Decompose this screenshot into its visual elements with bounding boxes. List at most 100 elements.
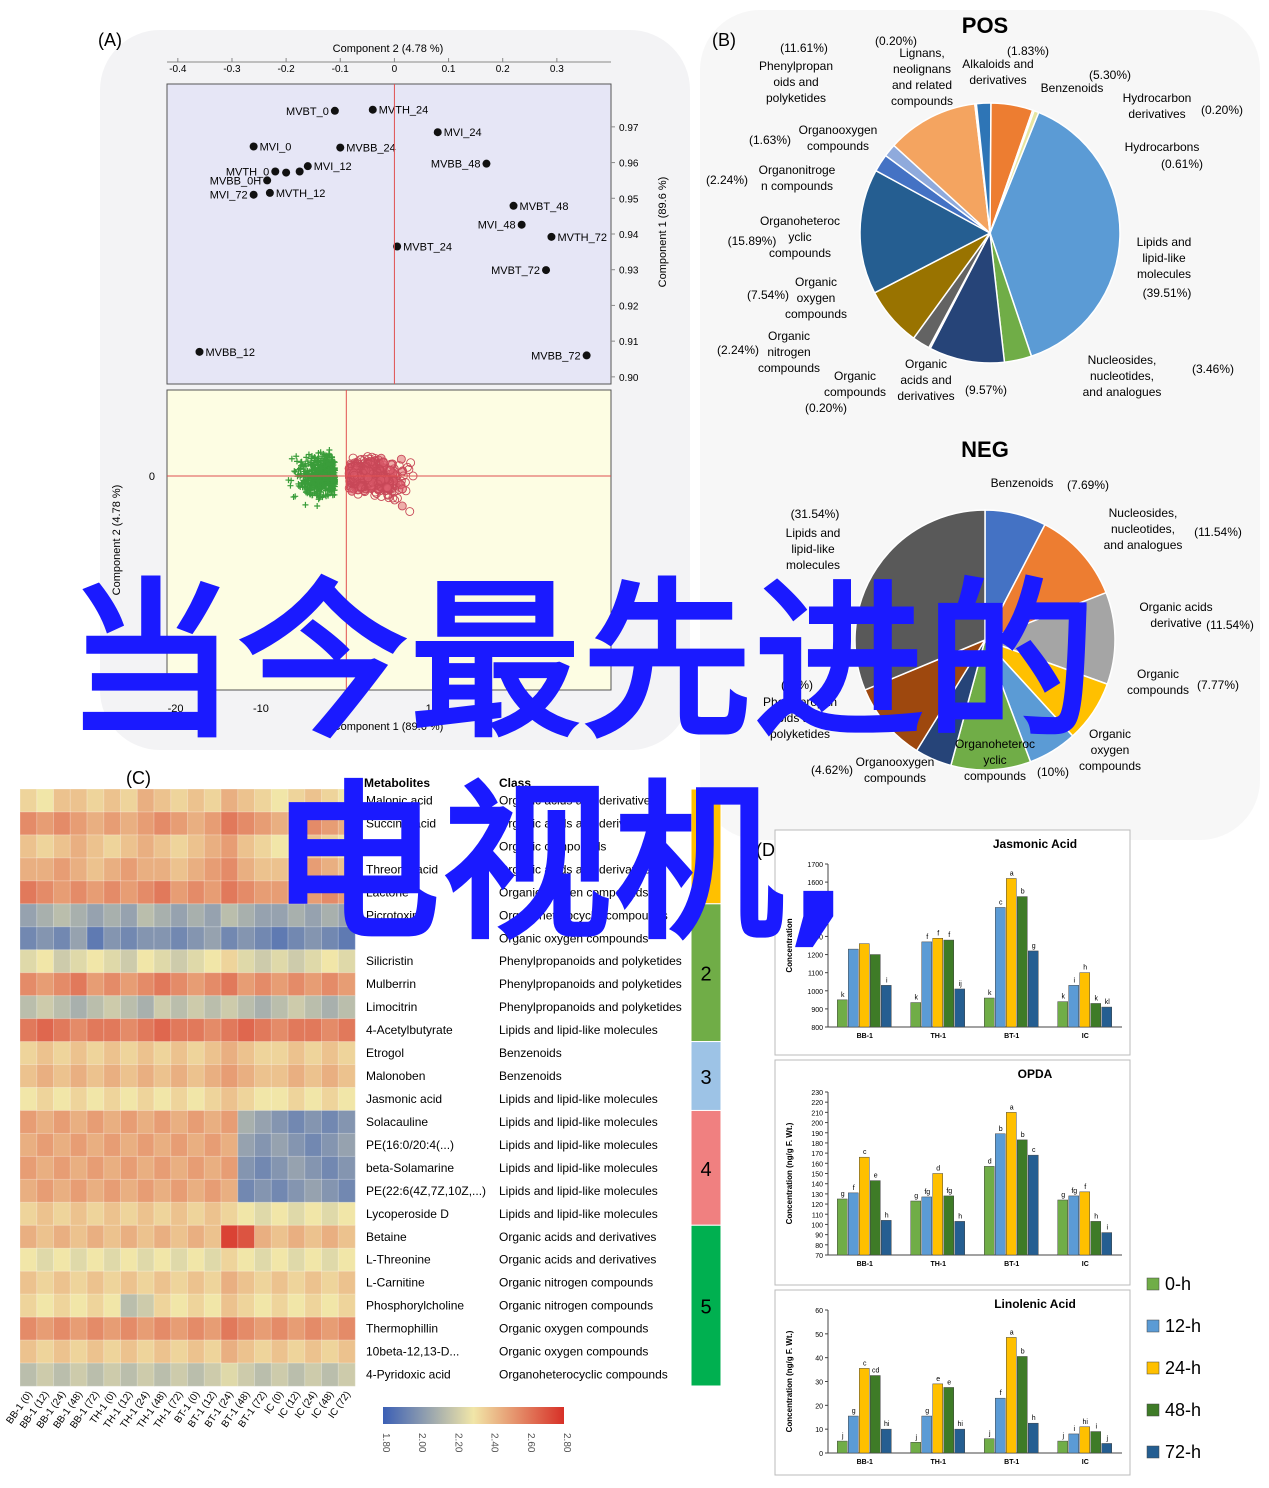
heatmap-cell xyxy=(170,1041,189,1066)
pie-category-label: oids and xyxy=(773,75,818,89)
heatmap-cell xyxy=(153,834,172,859)
heatmap-cell xyxy=(153,1247,172,1272)
scores-green-marker xyxy=(321,458,328,465)
pie-category-label: Organooxygen xyxy=(856,755,935,769)
heatmap-cell xyxy=(287,1132,306,1158)
pie-category-label: compounds xyxy=(1079,759,1141,773)
bar-significance-letter: kl xyxy=(1105,999,1111,1006)
heatmap-cell xyxy=(69,1132,88,1158)
scores-y-axis-label: Component 2 (4.78 %) xyxy=(111,485,123,596)
panel-label-b: (B) xyxy=(712,30,736,50)
pie-category-label: compounds xyxy=(758,361,820,375)
heatmap-cell xyxy=(321,995,340,1020)
heatmap-cell xyxy=(187,1018,206,1043)
bar xyxy=(1028,950,1039,1028)
heatmap-cell xyxy=(19,811,38,836)
bar xyxy=(1101,1443,1112,1454)
heatmap-cell xyxy=(36,857,55,882)
scores-red-marker xyxy=(363,473,373,483)
bar-significance-letter: e xyxy=(947,1379,951,1386)
heatmap-cell xyxy=(170,1109,189,1135)
bar-significance-letter: b xyxy=(1021,1348,1025,1355)
pie-category-label: derivatives xyxy=(969,73,1026,87)
scores-x-tick-label: -10 xyxy=(253,703,269,715)
bar xyxy=(837,1440,848,1454)
heatmap-cell xyxy=(69,1270,88,1295)
heatmap-cell xyxy=(136,1132,155,1158)
heatmap-cell xyxy=(120,926,139,951)
pie-category-label: Nucleosides, xyxy=(1088,353,1157,367)
scores-x-tick-label: 0 xyxy=(343,703,349,715)
scores-green-marker xyxy=(329,484,336,491)
heatmap-cell xyxy=(270,995,289,1020)
heatmap-cell xyxy=(170,1132,189,1158)
colorbar-tick-label: 2.20 xyxy=(452,1433,463,1453)
scores-green-marker xyxy=(307,485,314,492)
heatmap-cell xyxy=(237,834,256,859)
bar xyxy=(995,907,1006,1028)
heatmap-group-label: 3 xyxy=(700,1067,711,1089)
heatmap-cell xyxy=(120,1064,139,1089)
heatmap-cell xyxy=(337,1064,356,1089)
heatmap-cell xyxy=(19,972,38,997)
heatmap-cell xyxy=(203,1247,222,1272)
heatmap-cell xyxy=(136,1293,155,1318)
heatmap-cell xyxy=(254,1339,273,1364)
pie-category-label: compounds xyxy=(891,94,953,108)
bar-significance-letter: j xyxy=(841,1433,844,1440)
bar-significance-letter: fg xyxy=(924,1189,930,1196)
heatmap-cell xyxy=(287,1201,306,1227)
bar xyxy=(910,1442,921,1454)
pie-percent-label: (11.54%) xyxy=(1206,618,1254,632)
heatmap-cell xyxy=(187,1087,206,1112)
bar-chart-y-tick-label: 80 xyxy=(815,1243,823,1250)
bar xyxy=(932,938,943,1028)
legend-swatch xyxy=(1146,1319,1160,1333)
heatmap-cell xyxy=(187,1041,206,1066)
heatmap-row-metabolite: Succinic acid xyxy=(366,816,436,830)
heatmap-cell xyxy=(321,1362,340,1387)
heatmap-cell xyxy=(153,926,172,951)
heatmap-cell xyxy=(203,903,222,928)
heatmap-cell xyxy=(103,1087,122,1112)
heatmap-cell xyxy=(86,972,105,997)
heatmap-cell xyxy=(220,926,239,951)
loadings-x-tick-label: -0.4 xyxy=(169,64,187,75)
heatmap-row-metabolite: Mulberrin xyxy=(366,977,416,991)
heatmap-cell xyxy=(187,1247,206,1272)
heatmap-cell xyxy=(36,880,55,905)
heatmap-cell xyxy=(170,811,189,836)
bar xyxy=(943,939,954,1028)
loadings-y-tick-label: 0.92 xyxy=(619,301,639,312)
loadings-point xyxy=(271,167,280,176)
bar-significance-letter: j xyxy=(1061,1433,1064,1440)
heatmap-row-class: Organic oxygen compounds xyxy=(499,885,648,899)
heatmap-cell xyxy=(254,995,273,1020)
colorbar-tick-label: 2.40 xyxy=(489,1433,500,1453)
heatmap-cell xyxy=(337,1224,356,1250)
heatmap-cell xyxy=(321,972,340,997)
heatmap-cell xyxy=(53,1087,72,1112)
heatmap-cell xyxy=(36,1247,55,1272)
heatmap-cell xyxy=(103,1224,122,1250)
pie-slice xyxy=(982,591,1116,686)
heatmap-cell xyxy=(170,1201,189,1227)
heatmap-row-metabolite: Betaine xyxy=(366,1230,407,1244)
loadings-point-label: MVTH_72 xyxy=(557,232,607,244)
heatmap-row-metabolite: Malonoben xyxy=(366,1069,425,1083)
heatmap-cell xyxy=(136,972,155,997)
heatmap-cell xyxy=(120,1270,139,1295)
heatmap-row-class: Lipids and lipid-like molecules xyxy=(499,1138,658,1152)
heatmap-cell xyxy=(36,788,55,813)
heatmap-cell xyxy=(170,1224,189,1250)
heatmap-cell xyxy=(36,1087,55,1112)
scores-red-marker xyxy=(382,483,392,493)
heatmap-cell xyxy=(153,1018,172,1043)
heatmap-cell xyxy=(120,1339,139,1364)
heatmap-cell xyxy=(153,1339,172,1364)
heatmap-cell xyxy=(53,1362,72,1387)
scores-green-marker xyxy=(288,455,295,462)
bar xyxy=(943,1387,954,1454)
heatmap-cell xyxy=(187,1224,206,1250)
